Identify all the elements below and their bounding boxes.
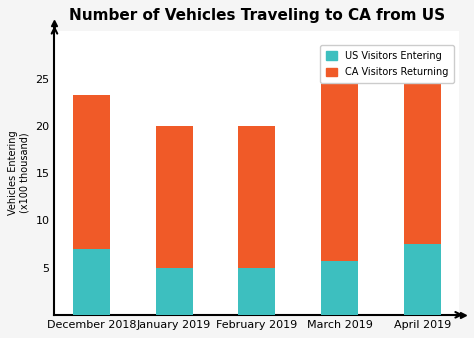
Bar bbox=[155, 126, 193, 268]
Legend: US Visitors Entering, CA Visitors Returning: US Visitors Entering, CA Visitors Return… bbox=[320, 45, 455, 83]
Y-axis label: Vehicles Entering
(x100 thousand): Vehicles Entering (x100 thousand) bbox=[9, 131, 30, 215]
Bar bbox=[73, 249, 110, 315]
Bar bbox=[155, 268, 193, 315]
Bar bbox=[238, 268, 275, 315]
Title: Number of Vehicles Traveling to CA from US: Number of Vehicles Traveling to CA from … bbox=[69, 8, 445, 23]
Bar bbox=[403, 244, 441, 315]
Bar bbox=[321, 261, 358, 315]
Bar bbox=[321, 79, 358, 261]
Bar bbox=[238, 126, 275, 268]
Bar bbox=[73, 95, 110, 249]
Bar bbox=[403, 50, 441, 244]
